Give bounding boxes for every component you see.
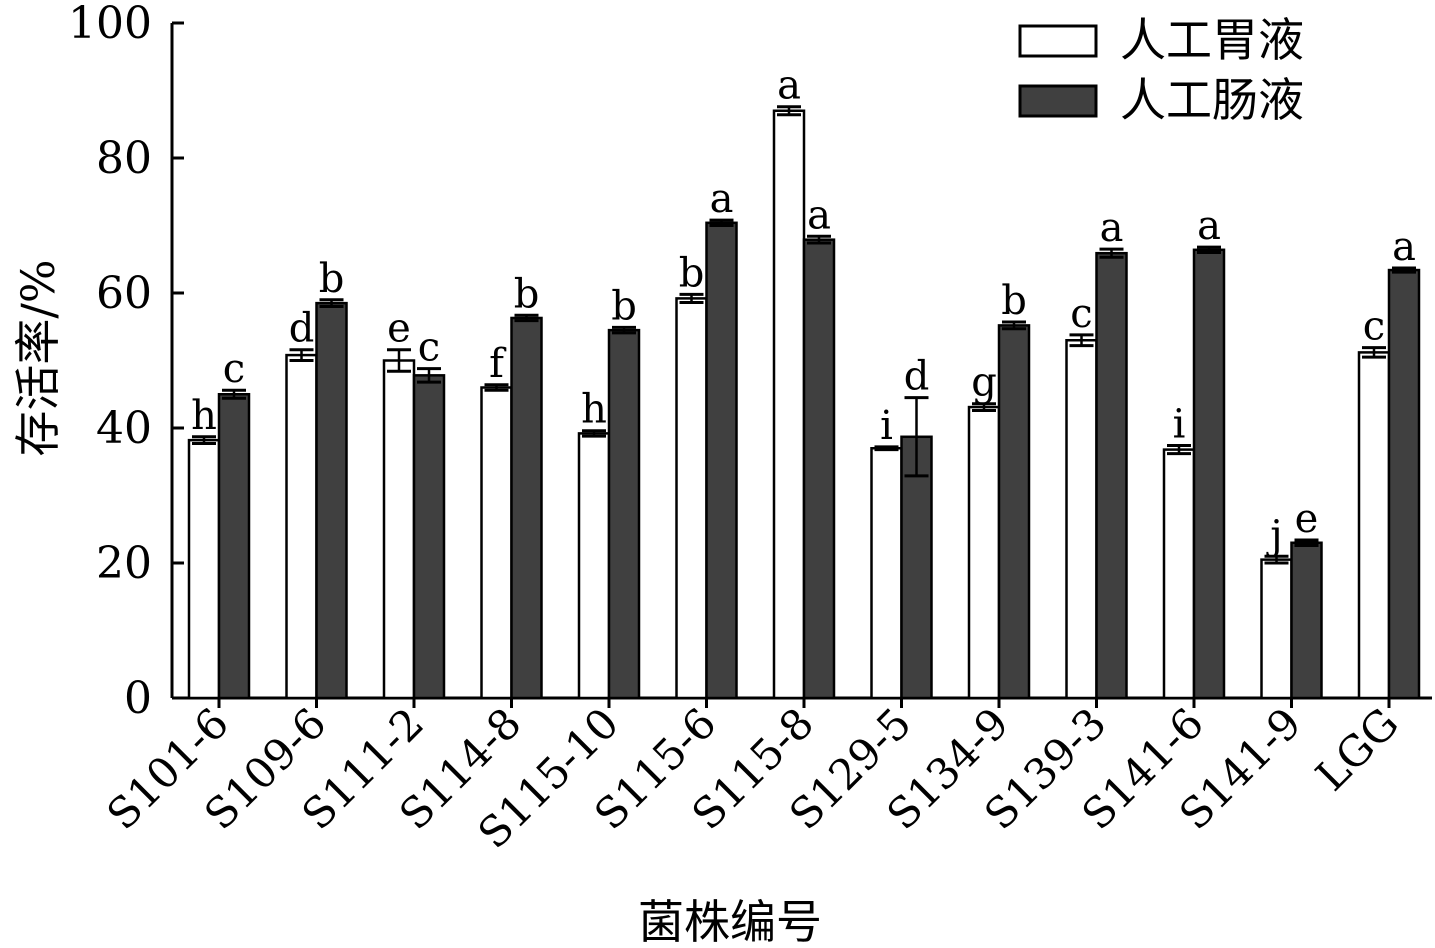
- significance-label: b: [514, 271, 540, 317]
- bar: [607, 328, 641, 700]
- significance-label: i: [1173, 402, 1186, 448]
- significance-label: a: [1100, 205, 1124, 251]
- y-axis-title: 存活率/%: [11, 259, 65, 456]
- bar: [285, 353, 318, 700]
- significance-label: c: [1363, 304, 1385, 350]
- bar: [705, 221, 738, 700]
- bar: [1290, 541, 1323, 700]
- significance-label: c: [418, 325, 440, 371]
- bar: [997, 324, 1031, 700]
- bar: [870, 447, 903, 700]
- significance-label: h: [191, 393, 217, 439]
- bar: [1357, 351, 1391, 700]
- significance-label: d: [289, 306, 315, 352]
- significance-label: a: [1197, 203, 1221, 249]
- y-tick-label: 60: [96, 268, 152, 319]
- bar: [1095, 251, 1128, 700]
- legend-label: 人工肠液: [1120, 73, 1304, 127]
- legend-swatch: [1018, 24, 1098, 58]
- y-tick-label: 0: [124, 673, 152, 724]
- significance-label: a: [807, 192, 831, 238]
- bar: [510, 316, 543, 700]
- bar: [1065, 339, 1098, 700]
- bar: [1260, 558, 1293, 700]
- significance-label: h: [581, 387, 607, 433]
- bar: [675, 297, 708, 700]
- bar: [577, 432, 611, 700]
- bar: [412, 374, 446, 700]
- bar: [382, 359, 416, 700]
- significance-label: a: [1392, 224, 1416, 270]
- bar: [187, 438, 221, 700]
- significance-label: b: [679, 250, 705, 296]
- significance-label: d: [904, 354, 930, 400]
- significance-label: j: [1266, 512, 1282, 558]
- significance-label: a: [710, 176, 734, 222]
- bar: [480, 386, 513, 700]
- y-tick-label: 100: [68, 0, 152, 49]
- bar: [1162, 448, 1196, 700]
- bar: [802, 238, 836, 700]
- bar: [900, 435, 933, 700]
- x-tick-label: LGG: [1306, 698, 1408, 800]
- significance-label: e: [1295, 496, 1319, 542]
- significance-label: c: [223, 346, 245, 392]
- significance-label: i: [880, 403, 893, 449]
- significance-label: c: [1070, 291, 1092, 337]
- significance-label: b: [1001, 278, 1027, 324]
- legend-swatch: [1018, 84, 1098, 118]
- y-tick-label: 40: [96, 403, 152, 454]
- x-axis-title: 菌株编号: [638, 895, 822, 948]
- bar: [1387, 268, 1421, 700]
- y-tick-label: 20: [96, 538, 152, 589]
- significance-label: f: [489, 341, 507, 387]
- bar: [967, 405, 1001, 700]
- bar: [217, 393, 251, 700]
- significance-label: a: [777, 63, 801, 109]
- significance-label: b: [319, 256, 345, 302]
- bar: [772, 109, 806, 700]
- bar: [1192, 248, 1226, 700]
- bar: [315, 301, 348, 700]
- significance-label: g: [971, 360, 997, 406]
- y-tick-label: 80: [96, 133, 152, 184]
- significance-label: b: [611, 283, 637, 329]
- significance-label: e: [387, 306, 411, 352]
- legend-label: 人工胃液: [1120, 13, 1304, 67]
